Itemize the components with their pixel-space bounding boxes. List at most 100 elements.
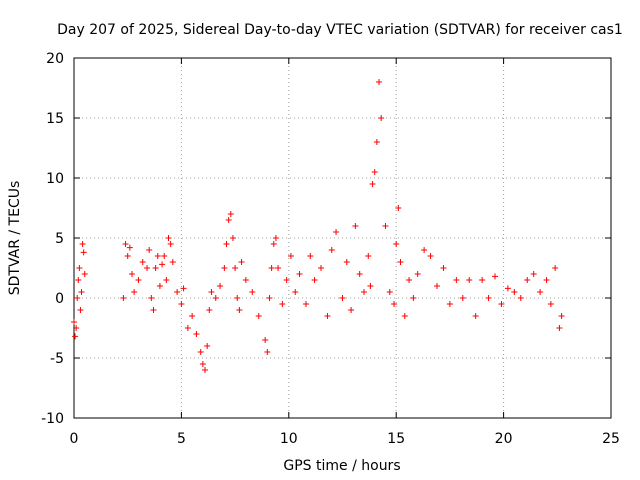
data-point: [212, 295, 219, 301]
data-point: [434, 283, 441, 289]
data-point: [556, 325, 563, 331]
data-point: [71, 319, 77, 325]
data-point: [238, 259, 245, 265]
data-point: [360, 289, 367, 295]
data-point: [343, 259, 350, 265]
x-tick-label: 0: [70, 431, 79, 447]
data-point: [227, 211, 234, 217]
data-point: [135, 277, 142, 283]
data-point: [371, 169, 378, 175]
data-point: [264, 349, 271, 355]
data-point: [78, 289, 85, 295]
data-point: [197, 349, 204, 355]
y-tick-label: 10: [46, 171, 64, 187]
data-points: [71, 79, 565, 373]
data-point: [479, 277, 486, 283]
data-point: [275, 265, 282, 271]
data-point: [391, 301, 398, 307]
data-point: [189, 313, 196, 319]
data-point: [221, 265, 228, 271]
x-tick-label: 20: [495, 431, 513, 447]
data-point: [393, 241, 400, 247]
data-point: [485, 295, 492, 301]
data-point: [81, 271, 88, 277]
data-point: [524, 277, 531, 283]
y-tick-label: -5: [50, 351, 64, 367]
data-point: [202, 367, 209, 373]
data-point: [537, 289, 544, 295]
data-point: [193, 331, 200, 337]
data-point: [397, 259, 404, 265]
y-tick-label: 0: [55, 291, 64, 307]
data-point: [296, 271, 303, 277]
data-point: [558, 313, 565, 319]
data-point: [318, 265, 325, 271]
data-point: [440, 265, 447, 271]
data-point: [414, 271, 421, 277]
x-tick-label: 5: [177, 431, 186, 447]
data-point: [324, 313, 331, 319]
data-point: [144, 265, 151, 271]
data-point: [217, 283, 224, 289]
data-point: [229, 235, 236, 241]
x-tick-label: 15: [387, 431, 405, 447]
x-axis-label: GPS time / hours: [283, 458, 400, 474]
data-point: [446, 301, 453, 307]
data-point: [163, 277, 170, 283]
data-point: [72, 333, 79, 340]
data-point: [339, 295, 346, 301]
data-point: [472, 313, 479, 319]
data-point: [74, 295, 81, 301]
data-point: [174, 289, 181, 295]
data-point: [225, 217, 232, 223]
data-point: [373, 139, 380, 145]
data-point: [395, 205, 402, 211]
data-point: [223, 241, 230, 247]
data-point: [124, 253, 131, 259]
data-point: [382, 223, 389, 229]
data-point: [511, 289, 518, 295]
data-point: [156, 283, 163, 289]
data-point: [152, 265, 159, 271]
data-point: [365, 253, 372, 259]
data-point: [128, 271, 135, 277]
data-point: [307, 253, 314, 259]
data-point: [268, 265, 275, 271]
y-tick-label: -10: [41, 411, 64, 427]
data-point: [292, 289, 299, 295]
data-point: [165, 235, 172, 241]
data-point: [169, 259, 176, 265]
data-point: [184, 325, 191, 331]
data-point: [79, 241, 86, 247]
data-point: [406, 277, 413, 283]
data-point: [178, 301, 185, 307]
data-point: [348, 307, 355, 313]
data-point: [279, 301, 286, 307]
x-tick-label: 10: [280, 431, 298, 447]
data-point: [236, 307, 243, 313]
data-point: [410, 295, 417, 301]
y-tick-label: 20: [46, 51, 64, 67]
axis-ticks: 0 5 10 15 20 25 -10 -5 0 5 10 15 20: [41, 51, 620, 447]
data-point: [75, 277, 82, 283]
data-point: [161, 253, 168, 259]
data-point: [262, 337, 269, 343]
data-point: [270, 241, 277, 247]
data-point: [552, 265, 559, 271]
data-point: [328, 247, 335, 253]
data-point: [255, 313, 262, 319]
grid-lines: [74, 58, 611, 418]
data-point: [167, 241, 174, 247]
data-point: [459, 295, 466, 301]
data-point: [122, 241, 129, 247]
data-point: [498, 301, 505, 307]
x-tick-label: 25: [602, 431, 620, 447]
data-point: [376, 79, 383, 85]
data-point: [272, 235, 279, 241]
data-point: [367, 283, 374, 289]
data-point: [131, 289, 138, 295]
data-point: [180, 285, 187, 292]
data-point: [492, 273, 499, 280]
data-point: [386, 289, 393, 295]
